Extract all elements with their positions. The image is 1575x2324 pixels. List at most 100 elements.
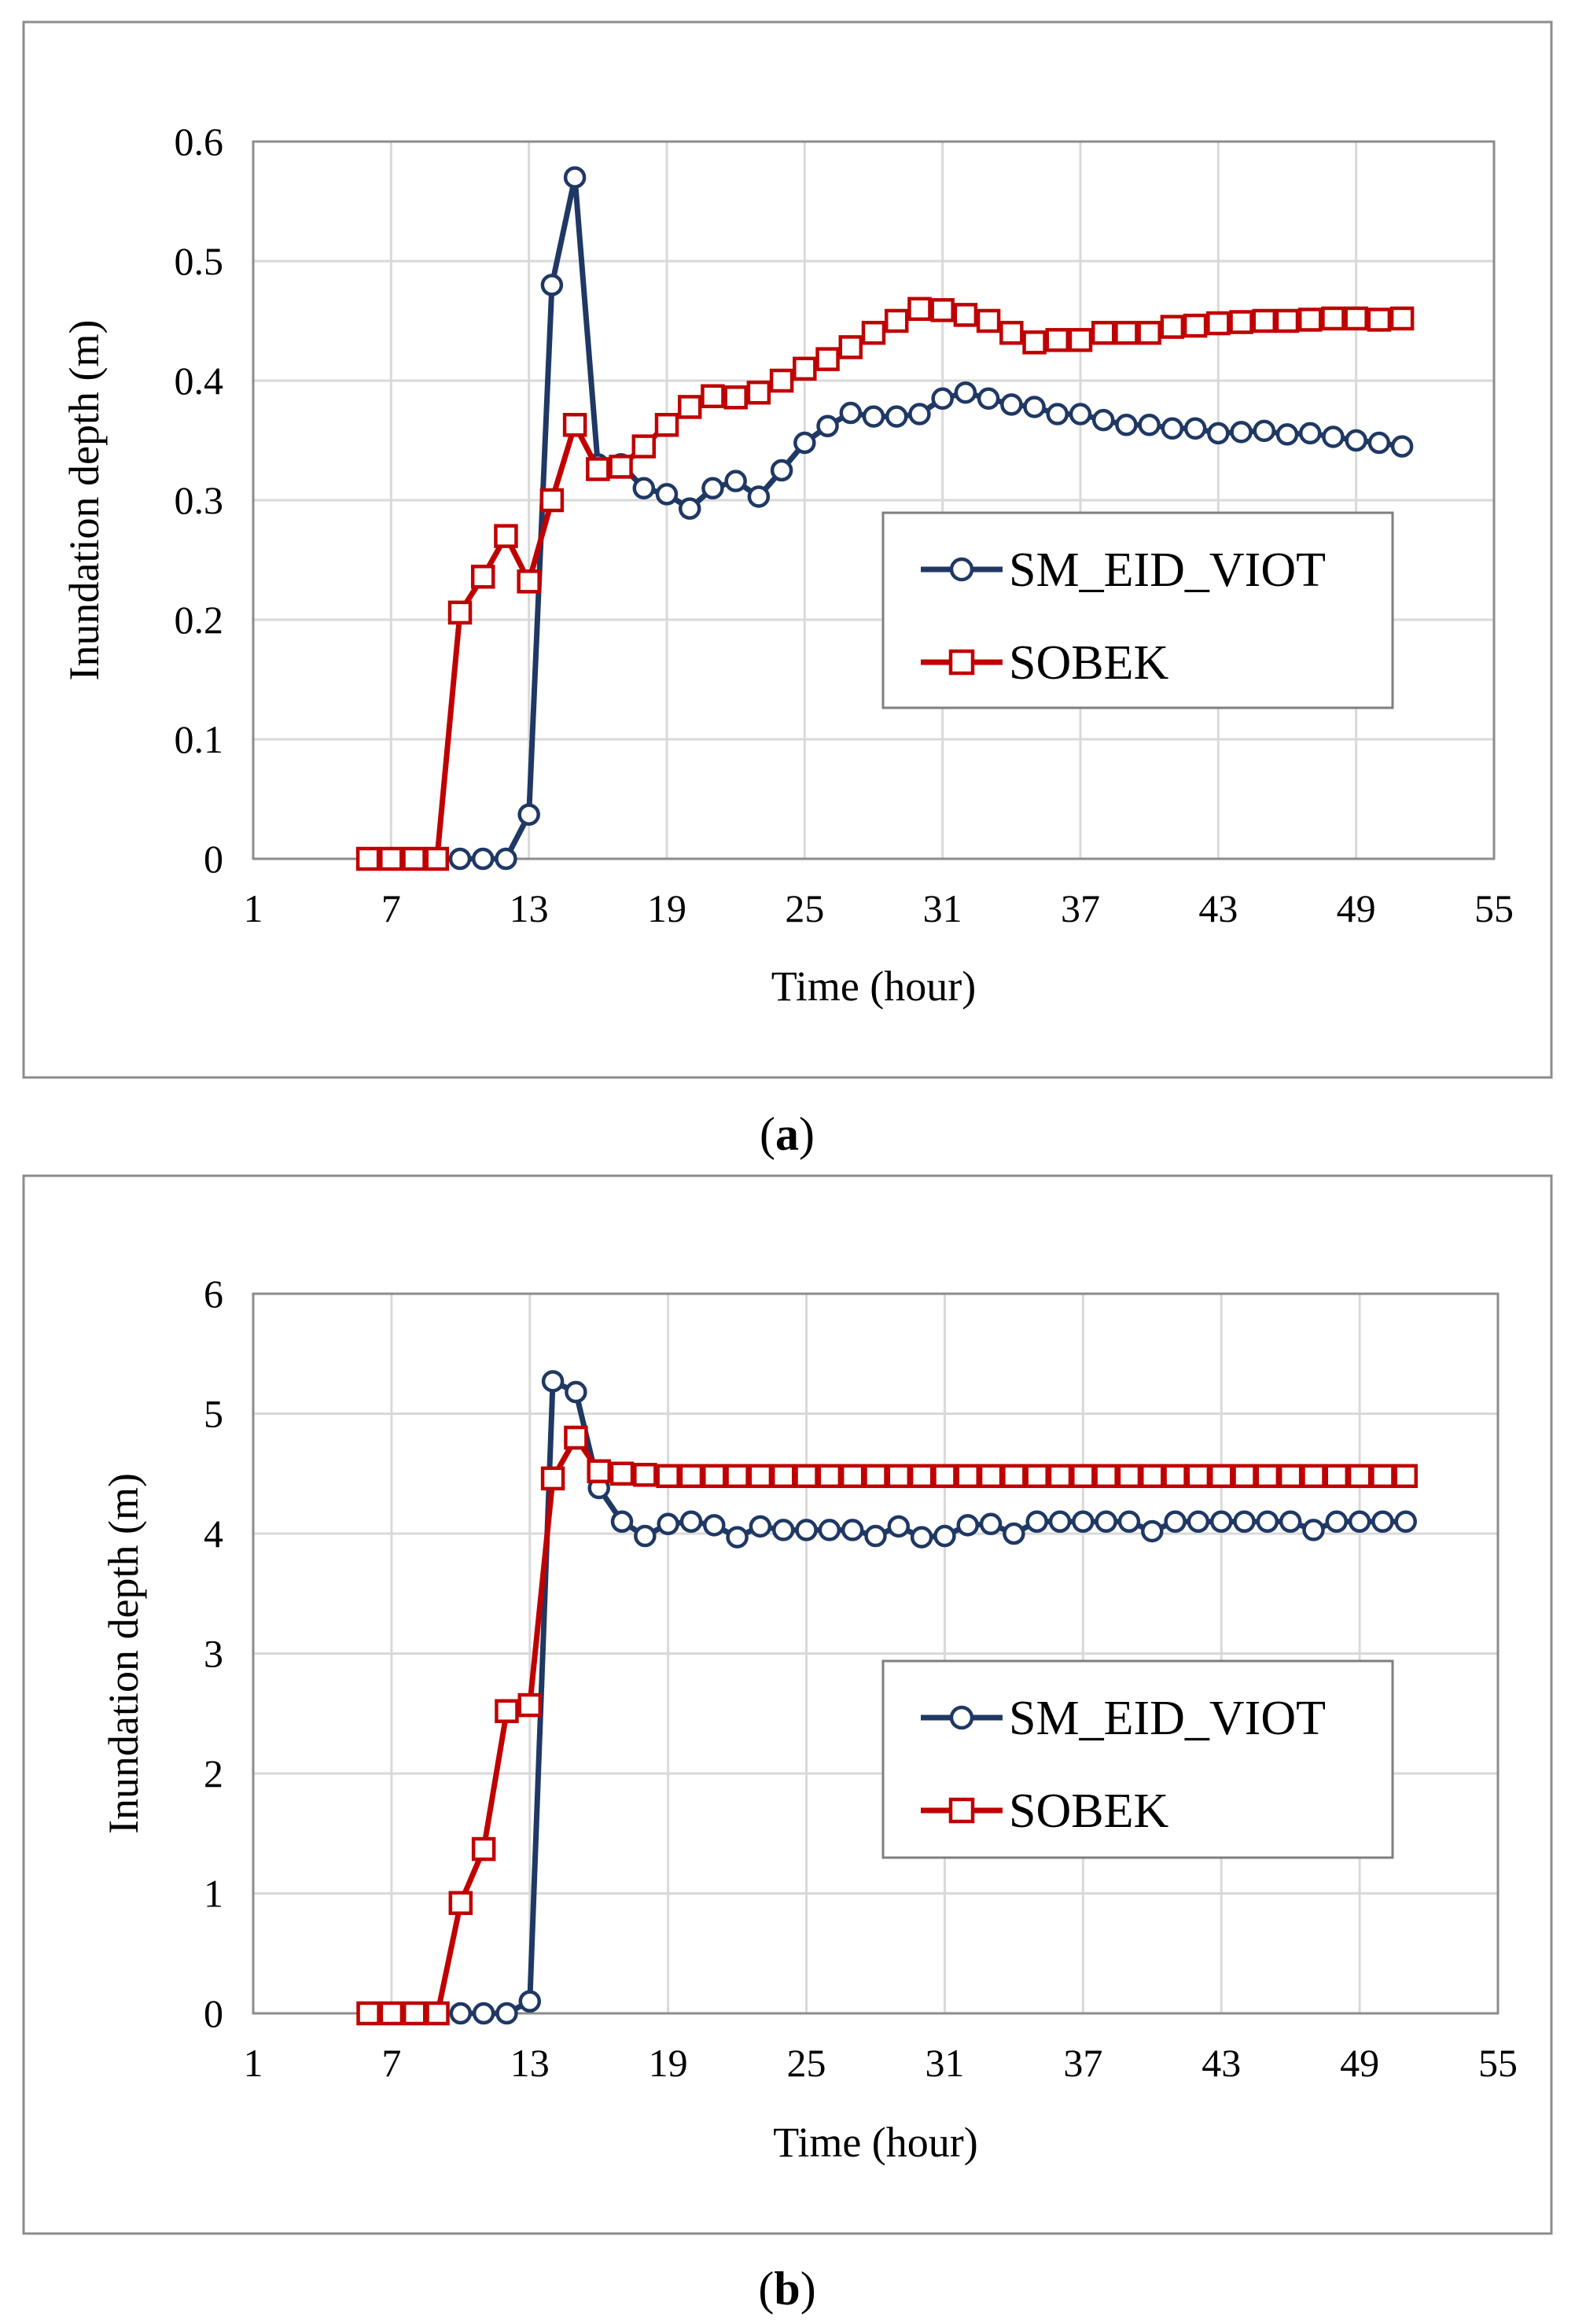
data-point-sobek-b	[1347, 1464, 1372, 1489]
data-point-sobek-a	[562, 412, 587, 437]
data-point-sm-eid-viot-b	[495, 2002, 518, 2025]
data-point-sm-eid-viot-a	[977, 387, 1000, 411]
plot-border-a	[252, 140, 1496, 860]
data-point-sm-eid-viot-b	[887, 1515, 911, 1538]
x-tick-label-a: 19	[647, 886, 686, 930]
data-point-sobek-a	[402, 846, 426, 871]
data-point-sobek-b	[702, 1464, 727, 1489]
data-point-sm-eid-viot-a	[908, 403, 931, 425]
data-point-sobek-a	[447, 600, 473, 625]
data-point-sm-eid-viot-b	[1256, 1510, 1279, 1533]
data-point-sobek-b	[1071, 1464, 1095, 1489]
y-tick-label-a: 0.2	[175, 598, 224, 642]
data-point-sm-eid-viot-a	[816, 414, 839, 438]
data-point-sobek-b	[679, 1464, 704, 1489]
data-point-sobek-b	[1047, 1464, 1073, 1489]
data-point-sobek-a	[1137, 320, 1161, 345]
data-point-sobek-b	[609, 1461, 635, 1486]
data-point-sm-eid-viot-a	[1230, 421, 1253, 444]
y-tick-label-a: 0	[204, 837, 223, 881]
y-tick-label-b: 3	[204, 1632, 223, 1676]
data-point-sm-eid-viot-a	[540, 274, 564, 296]
legend-marker-sobek-b	[948, 1797, 975, 1824]
data-point-sobek-b	[495, 1699, 519, 1723]
data-point-sobek-b	[1278, 1464, 1303, 1489]
panel-label-a: a	[775, 1108, 799, 1160]
plot-area-a: 1 7 13 19 25 31 37 43 49 55 0 0.1 0.2 0.3 0.4 0.5 0.6 Tim…	[61, 120, 1514, 1010]
legend-label-sm-eid-viot-a: SM_EID_VIOT	[1009, 543, 1326, 597]
data-point-sobek-a	[539, 488, 565, 513]
data-point-sm-eid-viot-a	[1023, 396, 1046, 418]
legend-marker-sobek-a	[948, 649, 975, 676]
data-point-sm-eid-viot-a	[1183, 417, 1207, 440]
data-point-sobek-b	[955, 1464, 981, 1489]
data-point-sobek-b	[1255, 1464, 1280, 1489]
data-point-sobek-a	[609, 455, 633, 479]
data-point-sm-eid-viot-a	[747, 485, 771, 508]
data-point-sobek-a	[1206, 311, 1231, 336]
data-point-sobek-b	[840, 1464, 865, 1489]
data-point-sobek-b	[402, 2001, 427, 2026]
data-point-sobek-b	[794, 1464, 819, 1489]
y-axis-title-b: Inundation depth (m)	[100, 1473, 147, 1834]
data-point-sm-eid-viot-a	[1322, 425, 1345, 448]
data-point-sobek-a	[838, 335, 863, 359]
data-point-sm-eid-viot-b	[1233, 1510, 1256, 1533]
data-point-sm-eid-viot-b	[864, 1524, 887, 1548]
x-tick-label-b: 43	[1201, 2041, 1241, 2085]
data-point-sobek-a	[1389, 306, 1415, 331]
data-point-sobek-a	[701, 384, 725, 409]
x-tick-label-a: 13	[510, 886, 549, 930]
legend-b: SM_EID_VIOT SOBEK	[881, 1659, 1394, 1859]
data-point-sm-eid-viot-b	[1072, 1510, 1095, 1533]
data-point-sm-eid-viot-b	[449, 2002, 473, 2025]
x-tick-label-b: 7	[381, 2041, 401, 2085]
data-point-sm-eid-viot-a	[471, 847, 495, 871]
data-point-sobek-a	[586, 457, 610, 481]
data-point-sm-eid-viot-b	[1279, 1510, 1302, 1533]
x-tick-label-b: 25	[787, 2041, 826, 2085]
data-point-sobek-a	[1321, 306, 1345, 331]
data-point-sm-eid-viot-b	[1371, 1510, 1394, 1533]
data-point-sobek-a	[1297, 308, 1323, 332]
data-point-sm-eid-viot-a	[1275, 423, 1299, 446]
data-point-sobek-a	[379, 846, 403, 871]
data-point-sm-eid-viot-a	[1390, 435, 1414, 458]
y-tick-label-a: 0.3	[175, 478, 224, 522]
chart-panel-a: 1 7 13 19 25 31 37 43 49 55 0 0.1 0.2 0.3 0.4 0.5 0.6 Tim…	[22, 20, 1553, 1160]
data-point-sm-eid-viot-b	[726, 1526, 749, 1549]
data-point-sobek-a	[1022, 330, 1047, 355]
data-point-sobek-a	[999, 320, 1024, 345]
data-point-sobek-a	[517, 569, 541, 594]
panel-caption-b: (b)	[758, 2263, 815, 2315]
data-point-sm-eid-viot-b	[1302, 1519, 1325, 1541]
data-point-sobek-a	[769, 368, 794, 393]
data-point-sm-eid-viot-b	[1117, 1510, 1141, 1533]
y-tick-label-a: 0.5	[175, 239, 224, 283]
data-point-sobek-b	[471, 1836, 496, 1862]
y-tick-label-b: 1	[204, 1872, 223, 1916]
x-axis-title-a: Time (hour)	[771, 963, 977, 1010]
data-point-sobek-a	[1091, 320, 1116, 345]
data-point-sm-eid-viot-a	[1345, 429, 1367, 452]
x-tick-label-a: 31	[923, 886, 962, 930]
data-point-sm-eid-viot-b	[518, 1990, 542, 2013]
data-point-sm-eid-viot-b	[634, 1524, 657, 1548]
x-tick-label-b: 19	[649, 2041, 688, 2085]
legend-label-sm-eid-viot-b: SM_EID_VIOT	[1009, 1692, 1326, 1745]
data-point-sm-eid-viot-a	[701, 477, 724, 500]
data-point-sm-eid-viot-b	[1348, 1510, 1371, 1533]
legend-box-a	[881, 511, 1394, 709]
data-point-sm-eid-viot-b	[679, 1510, 703, 1533]
data-point-sobek-b	[1371, 1464, 1395, 1489]
data-point-sm-eid-viot-a	[954, 381, 977, 404]
x-tick-label-b: 31	[925, 2041, 964, 2085]
data-point-sobek-b	[633, 1463, 657, 1487]
data-point-sobek-a	[1160, 315, 1185, 339]
data-point-sm-eid-viot-a	[1091, 408, 1115, 432]
data-point-sobek-b	[587, 1459, 611, 1483]
data-point-sm-eid-viot-b	[795, 1519, 818, 1541]
data-point-sobek-a	[1252, 308, 1277, 333]
data-point-sm-eid-viot-b	[749, 1515, 772, 1538]
